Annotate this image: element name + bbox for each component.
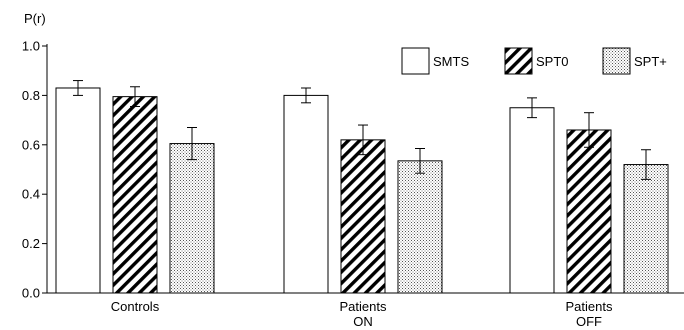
y-tick-label: 0.0: [22, 286, 40, 301]
y-tick-label: 1.0: [22, 39, 40, 54]
bar-spt0-1: [340, 139, 386, 294]
y-tick-label: 0.6: [22, 137, 40, 152]
y-axis-label: P(r): [24, 11, 46, 26]
bar-smts-1: [283, 94, 329, 294]
bar-smts-2: [509, 107, 555, 294]
legend: SMTS SPT0 SPT+: [401, 47, 667, 75]
x-category-label: Patients: [340, 299, 387, 314]
legend-label: SMTS: [433, 54, 469, 69]
bar-spt0-0: [112, 96, 158, 294]
legend-swatch: [602, 47, 631, 75]
x-category-label-line2: OFF: [576, 314, 602, 329]
y-tick-label: 0.4: [22, 187, 40, 202]
bars-group: [55, 80, 669, 294]
x-category-label: Patients: [566, 299, 613, 314]
bar-sptplus-2: [623, 164, 669, 294]
y-tick-label: 0.2: [22, 236, 40, 251]
bar-smts-0: [55, 87, 101, 294]
legend-label: SPT+: [634, 54, 667, 69]
y-tick-label: 0.8: [22, 88, 40, 103]
legend-swatch: [401, 47, 430, 75]
bar-spt0-2: [566, 129, 612, 294]
bar-sptplus-1: [397, 160, 443, 294]
x-category-label-line2: ON: [353, 314, 373, 329]
bar-sptplus-0: [169, 143, 215, 294]
legend-swatch: [504, 47, 533, 75]
legend-label: SPT0: [536, 54, 569, 69]
x-category-label: Controls: [111, 299, 160, 314]
